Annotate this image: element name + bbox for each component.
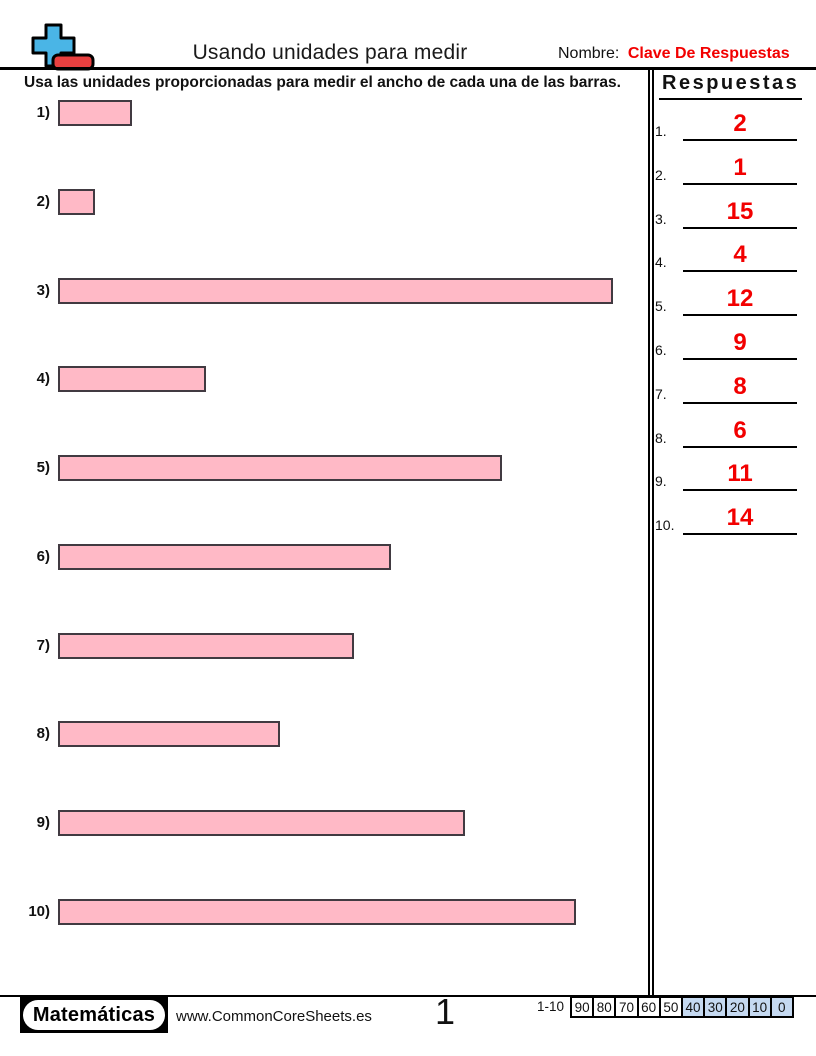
measure-bar bbox=[58, 100, 132, 126]
answer-number: 7. bbox=[655, 385, 667, 402]
problem-row: 9) bbox=[0, 810, 648, 836]
problem-number: 7) bbox=[36, 636, 50, 654]
score-table: 90 80 70 60 50 40 30 20 10 0 bbox=[570, 996, 794, 1018]
problem-number: 4) bbox=[36, 370, 50, 388]
page-number: 1 bbox=[434, 991, 456, 1032]
answer-value: 11 bbox=[727, 460, 753, 488]
answers-divider bbox=[648, 70, 654, 996]
score-cell: 60 bbox=[636, 996, 661, 1018]
problem-number: 6) bbox=[36, 547, 50, 565]
answer-line bbox=[683, 489, 797, 492]
measure-bar bbox=[58, 898, 576, 925]
measure-bar bbox=[58, 366, 206, 393]
problem-row: 3) bbox=[0, 277, 648, 304]
answer-number: 8. bbox=[655, 429, 667, 446]
answer-value: 15 bbox=[726, 197, 754, 225]
problem-row: 4) bbox=[0, 366, 648, 393]
problem-number: 3) bbox=[36, 281, 50, 299]
problem-row: 7) bbox=[0, 632, 648, 659]
measure-bar bbox=[58, 810, 465, 836]
name-label: Nombre: bbox=[558, 45, 620, 62]
score-cell: 20 bbox=[725, 996, 750, 1018]
brand-label: Matemáticas bbox=[23, 1000, 165, 1030]
problem-number: 2) bbox=[36, 192, 50, 210]
score-cell: 30 bbox=[703, 996, 728, 1018]
problem-row: 6) bbox=[0, 543, 648, 570]
score-cell: 40 bbox=[680, 996, 706, 1018]
page-title: Usando unidades para medir bbox=[192, 41, 468, 64]
answer-number: 1. bbox=[655, 123, 667, 139]
answer-value: 12 bbox=[726, 285, 754, 313]
answer-line bbox=[683, 533, 797, 536]
problem-row: 8) bbox=[0, 721, 648, 748]
answer-value: 9 bbox=[733, 329, 747, 356]
answer-key-label: Clave De Respuestas bbox=[627, 45, 790, 62]
answer-value: 4 bbox=[733, 241, 747, 269]
score-cell: 0 bbox=[769, 996, 794, 1018]
answer-value: 2 bbox=[733, 110, 747, 137]
measure-bar bbox=[58, 632, 354, 659]
measure-bar bbox=[58, 721, 280, 748]
answer-number: 10. bbox=[655, 517, 675, 534]
score-cell: 90 bbox=[570, 996, 595, 1018]
website-url: www.CommonCoreSheets.es bbox=[176, 1008, 372, 1025]
answer-number: 4. bbox=[655, 254, 667, 271]
answer-line bbox=[683, 445, 797, 448]
brand-badge: Matemáticas bbox=[20, 997, 168, 1033]
problem-row: 2) bbox=[0, 188, 648, 215]
score-range-label: 1-10 bbox=[536, 999, 564, 1014]
score-cell: 70 bbox=[614, 996, 639, 1018]
problem-number: 5) bbox=[36, 459, 50, 476]
header-rule bbox=[0, 67, 816, 70]
answer-number: 2. bbox=[655, 166, 667, 183]
problem-row: 5) bbox=[0, 455, 648, 481]
score-cell: 80 bbox=[592, 996, 617, 1018]
answer-line bbox=[683, 401, 797, 404]
answer-number: 9. bbox=[655, 473, 667, 490]
measure-bar bbox=[58, 543, 391, 570]
measure-bar bbox=[58, 277, 613, 304]
problem-number: 9) bbox=[36, 814, 50, 831]
measure-bar bbox=[58, 455, 502, 481]
answer-number: 3. bbox=[655, 210, 667, 227]
answer-line bbox=[683, 270, 797, 273]
answer-value: 6 bbox=[733, 416, 747, 444]
problem-number: 8) bbox=[36, 725, 50, 743]
answers-heading: Respuestas bbox=[659, 72, 803, 100]
problem-row: 1) bbox=[0, 100, 648, 126]
answer-value: 1 bbox=[733, 153, 747, 181]
instruction-text: Usa las unidades proporcionadas para med… bbox=[24, 74, 621, 91]
answer-line bbox=[683, 226, 797, 229]
answer-line bbox=[683, 139, 797, 141]
answer-value: 8 bbox=[733, 372, 747, 400]
footer-rule bbox=[0, 995, 816, 997]
measure-bar bbox=[58, 188, 95, 215]
answer-line bbox=[683, 314, 797, 317]
answer-line bbox=[683, 182, 797, 185]
problem-number: 10) bbox=[28, 902, 50, 920]
answer-value: 14 bbox=[726, 504, 754, 532]
answer-number: 5. bbox=[655, 298, 667, 315]
score-cell: 10 bbox=[747, 996, 772, 1018]
score-cell: 50 bbox=[658, 996, 683, 1018]
name-area: Nombre: Clave De Respuestas bbox=[558, 45, 790, 63]
answer-number: 6. bbox=[655, 342, 667, 358]
problem-number: 1) bbox=[36, 104, 50, 121]
answer-line bbox=[683, 358, 797, 360]
problem-row: 10) bbox=[0, 898, 648, 925]
